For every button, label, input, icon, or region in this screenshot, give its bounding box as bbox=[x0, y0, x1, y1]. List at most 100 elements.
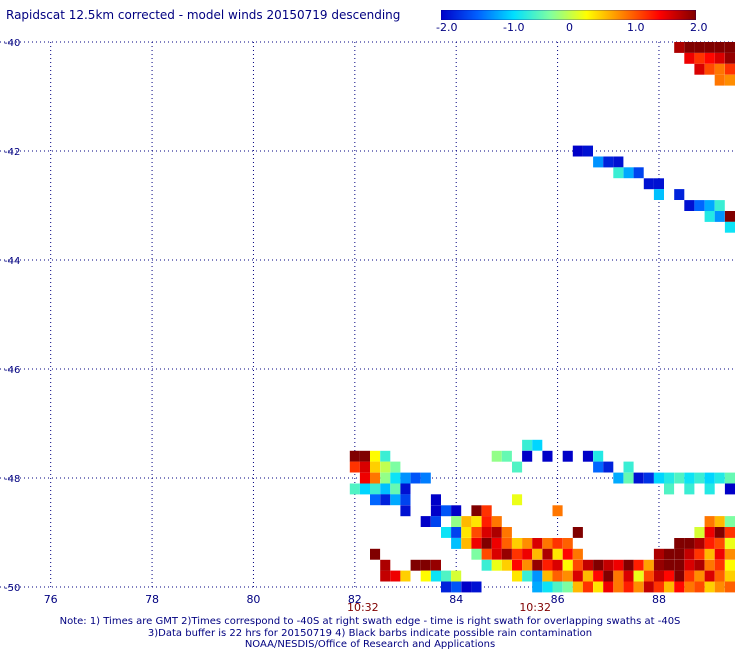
wind-diff-cell bbox=[370, 450, 381, 462]
wind-diff-cell bbox=[430, 505, 441, 517]
wind-diff-cell bbox=[593, 570, 604, 582]
wind-diff-cell bbox=[633, 570, 644, 582]
y-tick-label: -48 bbox=[4, 474, 20, 485]
wind-diff-cell bbox=[653, 472, 664, 484]
wind-diff-cell bbox=[633, 472, 644, 484]
note-line-1: Note: 1) Times are GMT 2)Times correspon… bbox=[59, 616, 681, 627]
wind-diff-cell bbox=[694, 63, 705, 75]
wind-diff-cell bbox=[684, 52, 695, 64]
wind-diff-cell bbox=[714, 581, 725, 593]
wind-diff-cell bbox=[370, 461, 381, 473]
wind-diff-cell bbox=[532, 548, 543, 560]
wind-diff-cell bbox=[694, 42, 705, 53]
wind-diff-cell bbox=[562, 548, 573, 560]
wind-diff-cell bbox=[724, 52, 735, 64]
x-tick-label: 88 bbox=[652, 593, 666, 606]
wind-diff-cell bbox=[704, 570, 715, 582]
wind-diff-cell bbox=[724, 527, 735, 538]
wind-diff-cell bbox=[613, 167, 624, 179]
wind-diff-cell bbox=[623, 559, 634, 571]
wind-diff-cell bbox=[724, 516, 735, 527]
wind-diff-cell bbox=[481, 505, 492, 517]
wind-diff-cell bbox=[714, 63, 725, 75]
wind-diff-cell bbox=[471, 505, 482, 517]
wind-diff-cell bbox=[694, 527, 705, 538]
wind-diff-cell bbox=[400, 570, 411, 582]
wind-diff-cell bbox=[684, 538, 695, 549]
wind-diff-cell bbox=[623, 581, 634, 593]
wind-diff-cell bbox=[349, 483, 360, 495]
wind-diff-cell bbox=[694, 472, 705, 484]
wind-diff-cell bbox=[532, 439, 543, 451]
wind-diff-cell bbox=[390, 570, 401, 582]
wind-diff-cell bbox=[572, 570, 583, 582]
time-label: 10:32 bbox=[347, 601, 379, 614]
wind-diff-cell bbox=[593, 450, 604, 462]
axis-labels: -40 -42 -44 -46 -48 -50 76 78 80 82 84 86 88 10:32 10:… bbox=[4, 38, 666, 614]
colorbar-tick-label: 1.0 bbox=[627, 21, 645, 34]
wind-diff-cell bbox=[481, 527, 492, 538]
wind-diff-cell bbox=[481, 516, 492, 527]
wind-diff-cell bbox=[390, 461, 401, 473]
wind-diff-cell bbox=[552, 559, 563, 571]
x-tick-label: 82 bbox=[348, 593, 362, 606]
wind-diff-cell bbox=[724, 538, 735, 549]
wind-diff-cell bbox=[522, 450, 533, 462]
wind-diff-cell bbox=[704, 52, 715, 64]
wind-diff-cell bbox=[704, 538, 715, 549]
wind-diff-cell bbox=[593, 581, 604, 593]
wind-diff-cell bbox=[714, 472, 725, 484]
wind-diff-cell bbox=[532, 538, 543, 549]
wind-diff-cell bbox=[694, 570, 705, 582]
wind-diff-cell bbox=[653, 548, 664, 560]
wind-diff-cell bbox=[714, 200, 725, 211]
wind-diff-cell bbox=[664, 548, 675, 560]
wind-diff-cell bbox=[623, 570, 634, 582]
wind-diff-cell bbox=[451, 538, 462, 549]
wind-diff-cell bbox=[674, 559, 685, 571]
x-tick-label: 78 bbox=[145, 593, 159, 606]
wind-diff-cell bbox=[572, 527, 583, 538]
wind-diff-cell bbox=[349, 450, 360, 462]
wind-diff-cell bbox=[572, 559, 583, 571]
wind-diff-cell bbox=[461, 516, 472, 527]
wind-diff-cell bbox=[714, 42, 725, 53]
wind-diff-cell bbox=[430, 494, 441, 506]
wind-diff-cell bbox=[724, 42, 735, 53]
wind-diff-cell bbox=[552, 548, 563, 560]
wind-diff-cell bbox=[491, 538, 502, 549]
wind-diff-cell bbox=[724, 483, 735, 495]
wind-diff-cell bbox=[552, 581, 563, 593]
wind-diff-cell bbox=[562, 450, 573, 462]
wind-diff-cell bbox=[451, 581, 462, 593]
x-tick-label: 80 bbox=[246, 593, 260, 606]
wind-diff-cell bbox=[370, 494, 381, 506]
wind-diff-cell bbox=[461, 538, 472, 549]
wind-diff-cell bbox=[380, 461, 391, 473]
wind-diff-cell bbox=[704, 559, 715, 571]
wind-diff-cell bbox=[714, 570, 725, 582]
wind-diff-cell bbox=[420, 570, 431, 582]
wind-diff-cell bbox=[542, 559, 553, 571]
wind-diff-cell bbox=[390, 494, 401, 506]
wind-diff-cell bbox=[674, 581, 685, 593]
wind-diff-cell bbox=[684, 483, 695, 495]
wind-diff-cell bbox=[400, 472, 411, 484]
wind-diff-cell bbox=[724, 472, 735, 484]
wind-diff-cell bbox=[694, 559, 705, 571]
wind-diff-cell bbox=[582, 450, 593, 462]
wind-diff-cell bbox=[562, 559, 573, 571]
wind-diff-cell bbox=[603, 559, 614, 571]
wind-diff-cell bbox=[694, 581, 705, 593]
wind-diff-cell bbox=[512, 570, 523, 582]
wind-diff-cell bbox=[582, 145, 593, 157]
wind-diff-cell bbox=[694, 538, 705, 549]
wind-diff-cell bbox=[501, 538, 512, 549]
wind-diff-cell bbox=[522, 548, 533, 560]
wind-diff-cell bbox=[684, 581, 695, 593]
wind-diff-cell bbox=[724, 221, 735, 233]
wind-diff-cell bbox=[562, 570, 573, 582]
wind-diff-cell bbox=[704, 200, 715, 211]
chart-title: Rapidscat 12.5km corrected - model winds… bbox=[6, 8, 401, 22]
